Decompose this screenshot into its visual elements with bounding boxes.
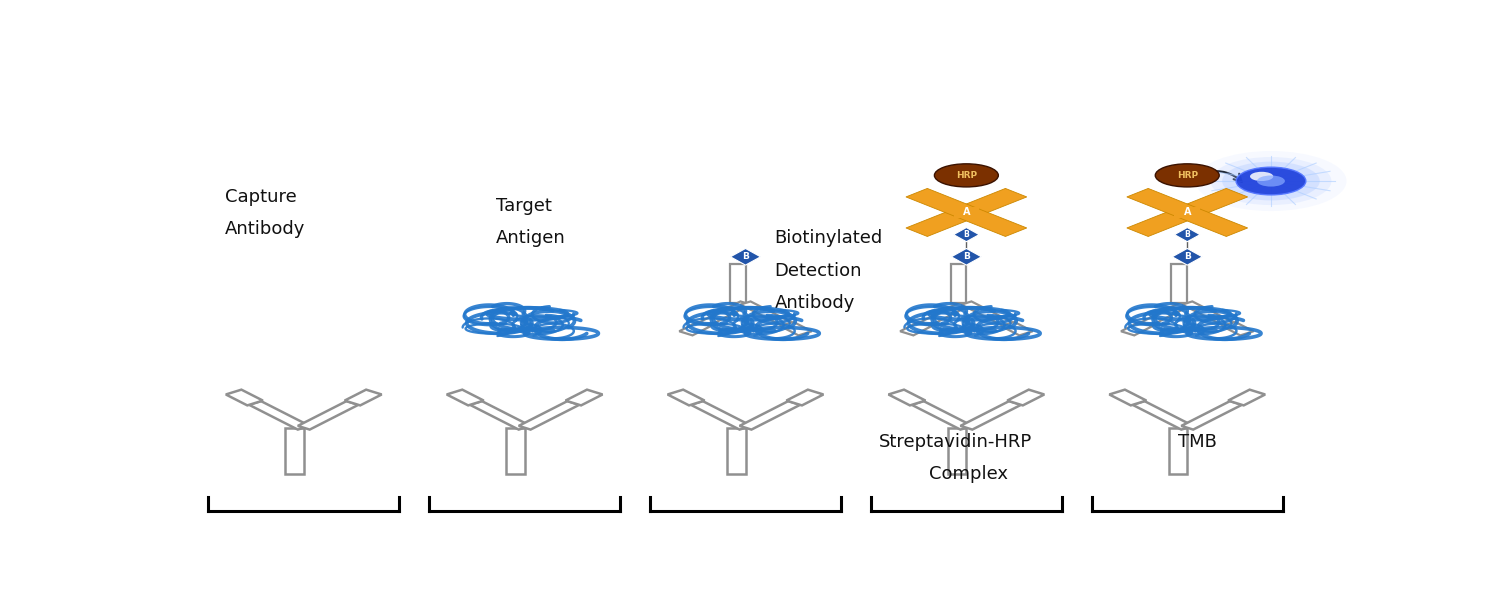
Ellipse shape [934,164,999,187]
Text: B: B [963,252,970,262]
Text: B: B [742,252,748,262]
Polygon shape [470,401,531,430]
Polygon shape [1222,322,1254,335]
Polygon shape [1172,264,1188,303]
Polygon shape [730,248,760,265]
Polygon shape [447,389,483,406]
Polygon shape [692,401,752,430]
Circle shape [1236,167,1306,195]
Text: B: B [963,230,969,239]
Polygon shape [668,389,705,406]
Polygon shape [1182,301,1233,326]
Text: A: A [963,208,970,217]
Polygon shape [1120,322,1152,335]
Bar [1174,208,1200,218]
Circle shape [1257,175,1286,187]
Polygon shape [740,401,800,430]
Polygon shape [888,389,926,406]
Text: Antibody: Antibody [225,220,304,238]
Text: Target: Target [495,197,552,215]
Bar [954,208,980,218]
Text: Complex: Complex [928,465,1008,483]
Text: Antigen: Antigen [495,229,566,247]
Circle shape [1196,151,1347,211]
Polygon shape [906,188,1028,236]
Text: Capture: Capture [225,188,297,206]
Polygon shape [951,264,966,303]
Text: HRP: HRP [1176,171,1198,180]
Polygon shape [1126,188,1248,236]
Text: HRP: HRP [956,171,976,180]
Polygon shape [954,227,980,242]
Polygon shape [948,428,966,474]
Polygon shape [786,389,824,406]
Ellipse shape [1155,164,1220,187]
Text: Biotinylated: Biotinylated [774,229,883,247]
Text: B: B [1184,252,1191,262]
Text: Detection: Detection [774,262,862,280]
Polygon shape [780,322,812,335]
Polygon shape [519,401,579,430]
Text: TMB: TMB [1178,433,1216,451]
Polygon shape [1174,227,1200,242]
Polygon shape [962,301,1012,326]
Polygon shape [699,301,750,326]
Polygon shape [729,264,746,303]
Polygon shape [680,322,711,335]
Polygon shape [1126,188,1248,236]
Text: A: A [1184,208,1191,217]
Polygon shape [249,401,309,430]
Polygon shape [906,188,1028,236]
Polygon shape [741,301,792,326]
Polygon shape [900,322,932,335]
Circle shape [1222,161,1320,200]
Polygon shape [1228,389,1264,406]
Polygon shape [1132,401,1192,430]
Text: Streptavidin-HRP: Streptavidin-HRP [879,433,1032,451]
Polygon shape [298,401,358,430]
Polygon shape [506,428,525,474]
Polygon shape [1168,428,1188,474]
Polygon shape [285,428,303,474]
Polygon shape [960,401,1022,430]
Polygon shape [912,401,972,430]
Circle shape [1250,172,1274,181]
Polygon shape [566,389,603,406]
Polygon shape [1110,389,1146,406]
Polygon shape [920,301,972,326]
Text: B: B [1185,230,1190,239]
Polygon shape [1000,322,1032,335]
Polygon shape [1172,248,1203,265]
Circle shape [1210,157,1332,205]
Polygon shape [728,428,746,474]
Polygon shape [951,248,981,265]
Polygon shape [1182,401,1242,430]
Polygon shape [1008,389,1044,406]
Text: Antibody: Antibody [774,294,855,312]
Polygon shape [345,389,381,406]
Polygon shape [226,389,262,406]
Polygon shape [1142,301,1192,326]
